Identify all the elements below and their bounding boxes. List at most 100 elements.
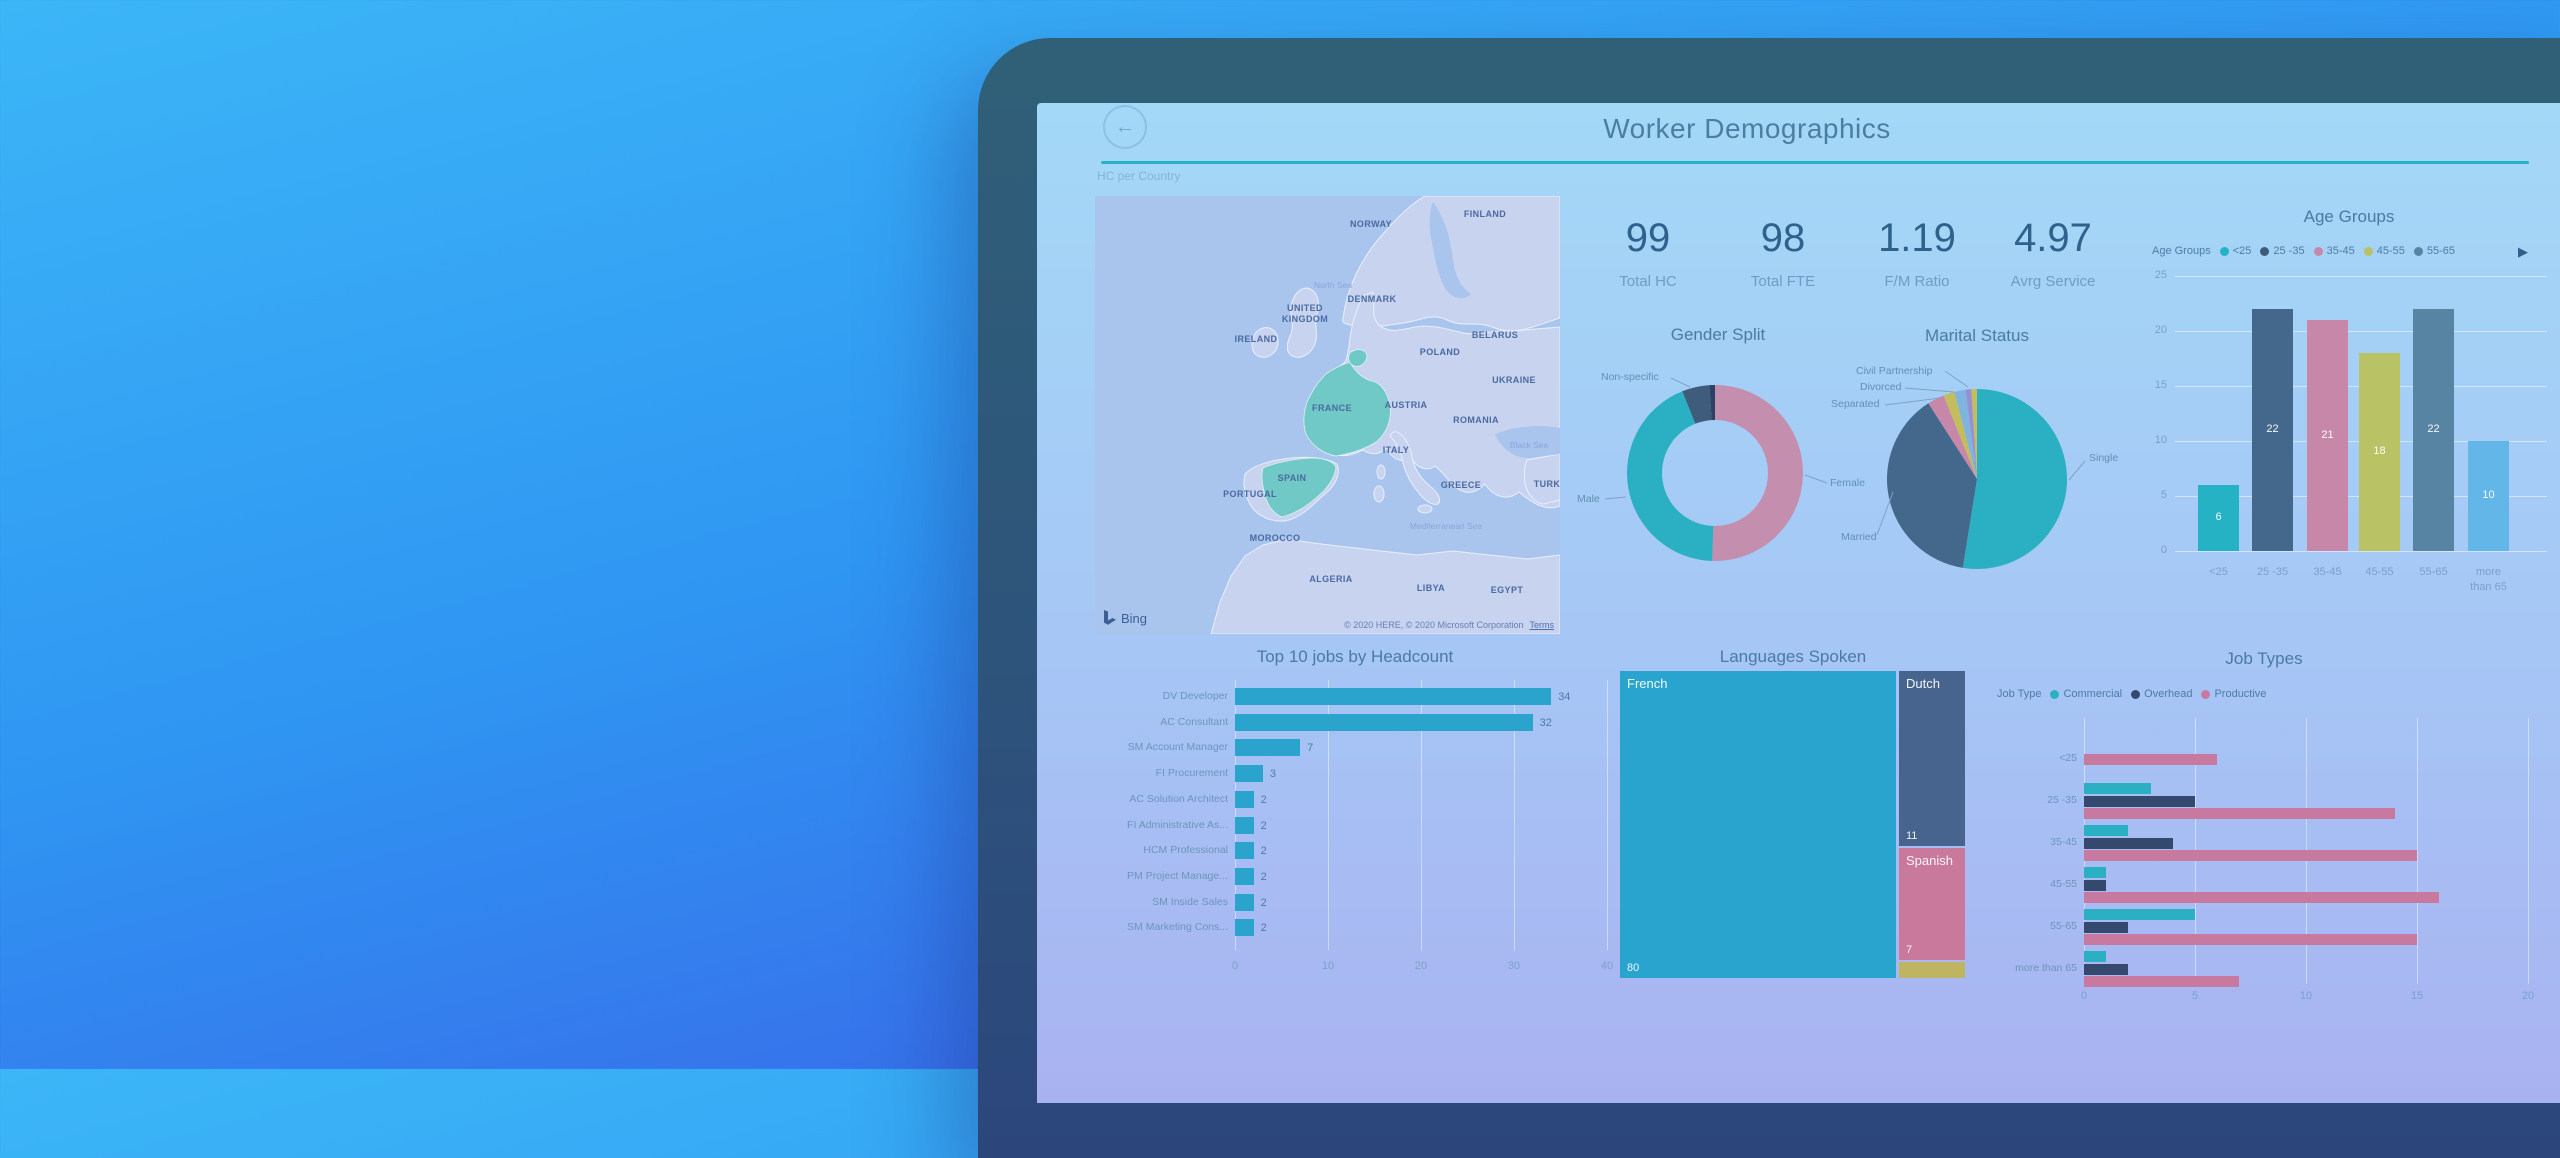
job-types-legend[interactable]: Job Type Commercial Overhead Productive xyxy=(1997,688,2266,700)
pie-label-married: Married xyxy=(1841,531,1877,543)
gridline xyxy=(1421,680,1422,950)
europe-map-svg: NORWAY FINLAND North Sea DENMARK UNITEDKINGD… xyxy=(1095,196,1560,634)
bar-AC Solution Architect[interactable] xyxy=(1235,790,1254,808)
job-label-0: DV Developer xyxy=(1162,690,1228,702)
bar-more than 65[interactable] xyxy=(2468,441,2509,551)
slice-Separated[interactable] xyxy=(1928,395,1977,479)
label-connector-line xyxy=(1604,496,1627,500)
slice-other[interactable] xyxy=(1971,389,1977,479)
bar-SM Account Manager[interactable] xyxy=(1235,739,1301,757)
bar-25 -35-Overhead[interactable] xyxy=(2084,795,2195,807)
map-france-highlight[interactable] xyxy=(1303,361,1391,457)
bar-value-label: 6 xyxy=(2215,511,2222,523)
legend-dot xyxy=(2131,689,2141,699)
legend-item-Overhead[interactable]: Overhead xyxy=(2131,688,2192,700)
bar-FI Procurement[interactable] xyxy=(1235,765,1263,783)
label-connector-line xyxy=(1804,474,1828,484)
legend-item-25 -35[interactable]: 25 -35 xyxy=(2260,245,2305,257)
legend-more-arrow[interactable]: ▶ xyxy=(2518,244,2528,259)
bar-more than 65-Commercial[interactable] xyxy=(2084,951,2107,962)
legend-item-<25[interactable]: <25 xyxy=(2219,245,2251,257)
map-spain-highlight[interactable] xyxy=(1261,457,1337,518)
back-button[interactable]: ← xyxy=(1103,105,1147,149)
bar-25 -35-Productive[interactable] xyxy=(2084,808,2395,819)
legend-title: Job Type xyxy=(1997,688,2042,700)
slice-Male[interactable] xyxy=(1627,391,1714,561)
bar-55-65-Overhead[interactable] xyxy=(2084,921,2129,933)
bar-SM Inside Sales[interactable] xyxy=(1235,893,1254,911)
map-label-mediterranean-sea: Mediterranean Sea xyxy=(1410,521,1483,531)
bar-55-65-Commercial[interactable] xyxy=(2084,909,2195,920)
legend-dot xyxy=(2219,246,2229,256)
treemap-block-French[interactable]: French 80 xyxy=(1620,671,1896,978)
bar-35-45-Overhead[interactable] xyxy=(2084,837,2173,849)
slice-Non-specific[interactable] xyxy=(1682,385,1712,424)
pie-label-female: Female xyxy=(1830,477,1866,489)
treemap-block-Spanish[interactable]: Spanish 7 xyxy=(1899,848,1965,960)
kpi-label: F/M Ratio xyxy=(1884,273,1950,290)
bar-55-65[interactable] xyxy=(2413,309,2454,551)
bar-25 -35-Commercial[interactable] xyxy=(2084,783,2151,794)
bar-45-55-Productive[interactable] xyxy=(2084,892,2440,903)
legend-label: 35-45 xyxy=(2326,245,2355,257)
legend-item-Productive[interactable]: Productive xyxy=(2201,688,2266,700)
top-jobs-chart[interactable]: Top 10 jobs by Headcount 0 10 20 30 40 DV Dev… xyxy=(1092,638,1632,973)
dashboard-screen: ← Worker Demographics HC per Country xyxy=(1037,103,2560,1103)
slice-other[interactable] xyxy=(1954,389,1977,479)
map-label-algeria: ALGERIA xyxy=(1309,574,1352,584)
legend-item-45-55[interactable]: 45-55 xyxy=(2363,245,2405,257)
map-belgium-highlight[interactable] xyxy=(1348,349,1368,367)
bar-<25[interactable] xyxy=(2198,485,2239,551)
bar-45-55-Overhead[interactable] xyxy=(2084,879,2107,891)
bar-45-55[interactable] xyxy=(2359,353,2400,551)
legend-item-55-65[interactable]: 55-65 xyxy=(2413,245,2455,257)
slice-other[interactable] xyxy=(1709,385,1715,421)
legend-item-35-45[interactable]: 35-45 xyxy=(2313,245,2355,257)
treemap-value: 80 xyxy=(1627,962,1640,974)
hc-per-country-map[interactable]: NORWAY FINLAND North Sea DENMARK UNITED KINGD… xyxy=(1095,196,1560,634)
treemap-block-Dutch[interactable]: Dutch 11 xyxy=(1899,671,1965,846)
kpi-label: Total HC xyxy=(1619,273,1677,290)
bar-25 -35[interactable] xyxy=(2252,309,2293,551)
legend-item-Commercial[interactable]: Commercial xyxy=(2050,688,2122,700)
kpi-value: 98 xyxy=(1760,216,1806,260)
terms-link[interactable]: Terms xyxy=(1529,620,1555,630)
bar-DV Developer[interactable] xyxy=(1235,688,1552,705)
treemap-block-other[interactable] xyxy=(1899,962,1965,978)
bar-more than 65-Overhead[interactable] xyxy=(2084,963,2129,975)
marital-status-chart[interactable]: Marital Status Single Married Separated Div… xyxy=(1827,321,2172,601)
bar-35-45-Productive[interactable] xyxy=(2084,850,2417,861)
map-black-sea xyxy=(1495,426,1560,459)
bar-35-45-Commercial[interactable] xyxy=(2084,825,2129,836)
languages-spoken-chart[interactable]: Languages Spoken French 80 Dutch 11 Spanish 7 xyxy=(1597,638,1977,988)
job-types-chart[interactable]: Job Types Job Type Commercial Overhead Prod… xyxy=(1987,638,2560,1003)
slice-Divorced[interactable] xyxy=(1943,391,1977,479)
age-groups-chart[interactable]: Age Groups Age Groups <25 25 -35 35-45 45-55… xyxy=(2137,201,2560,611)
bar-value-label: 2 xyxy=(1260,896,1267,909)
bar-PM Project Manage...[interactable] xyxy=(1235,867,1254,885)
x-tick-label: 5 xyxy=(2191,990,2199,1002)
bar-<25-Productive[interactable] xyxy=(2084,753,2218,765)
bar-more than 65-Productive[interactable] xyxy=(2084,976,2240,987)
legend-dot xyxy=(2260,246,2270,256)
bar-55-65-Productive[interactable] xyxy=(2084,934,2417,945)
bar-35-45[interactable] xyxy=(2307,320,2348,551)
gender-split-chart[interactable]: Gender Split Female Male Non-specific xyxy=(1557,321,1887,601)
slice-Female[interactable] xyxy=(1712,385,1804,561)
map-italy xyxy=(1389,431,1441,505)
map-label-egypt: EGYPT xyxy=(1491,585,1524,595)
chart-title: Top 10 jobs by Headcount xyxy=(1256,647,1454,666)
bar-45-55-Commercial[interactable] xyxy=(2084,867,2107,878)
bar-SM Marketing Cons...[interactable] xyxy=(1235,919,1254,937)
bar-AC Consultant[interactable] xyxy=(1235,713,1533,731)
age-groups-legend[interactable]: Age Groups <25 25 -35 35-45 45-55 55-65 xyxy=(2152,245,2455,257)
label-connector-line xyxy=(1670,377,1691,388)
bar-value-label: 2 xyxy=(1260,922,1267,935)
slice-Civil Partnership[interactable] xyxy=(1965,389,1977,479)
slice-Single[interactable] xyxy=(1962,389,2067,569)
map-label-united: UNITED xyxy=(1287,303,1323,313)
map-highlighted-countries[interactable] xyxy=(1261,349,1391,518)
slice-Married[interactable] xyxy=(1887,403,1977,568)
bar-FI Administrative As...[interactable] xyxy=(1235,816,1254,834)
bar-HCM Professional[interactable] xyxy=(1235,842,1254,860)
